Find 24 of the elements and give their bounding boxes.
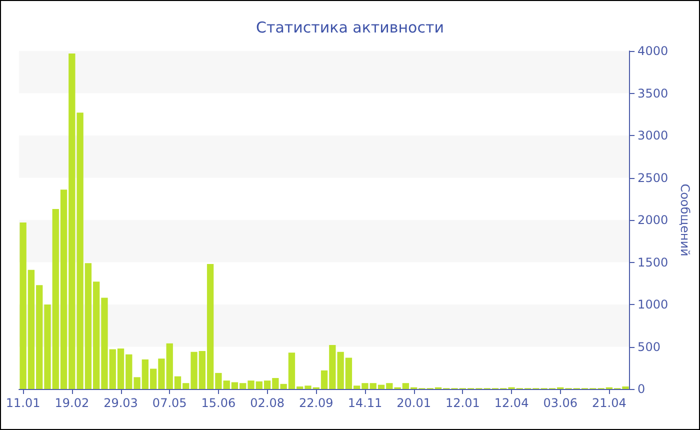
y-tick-label: 2000 <box>638 213 668 227</box>
x-tick-label: 03.06 <box>543 396 578 410</box>
x-tick-label: 22.09 <box>298 396 334 410</box>
y-tick-label: 3000 <box>638 128 668 142</box>
x-tick-label: 19.02 <box>54 396 90 410</box>
x-tick-label: 02.08 <box>250 396 284 410</box>
y-tick-label: 500 <box>638 340 660 354</box>
x-tick-label: 20.01 <box>396 396 432 410</box>
y-tick-label: 1500 <box>638 255 668 270</box>
x-tick-label: 15.06 <box>201 396 236 410</box>
y-tick-label: 1000 <box>638 298 668 312</box>
x-tick-label: 14.11 <box>348 396 382 410</box>
y-tick-label: 0 <box>638 382 646 396</box>
y-axis-title: Сообщений <box>678 184 692 256</box>
x-tick-label: 12.04 <box>494 396 529 410</box>
y-tick-label: 4000 <box>638 44 668 58</box>
x-tick-label: 12.01 <box>445 396 480 410</box>
x-tick-label: 07.05 <box>152 396 187 410</box>
x-tick-label: 21.04 <box>592 396 626 410</box>
y-tick-label: 3500 <box>638 86 668 100</box>
y-tick-label: 2500 <box>638 170 668 185</box>
x-tick-label: 11.01 <box>6 396 40 410</box>
chart-title: Статистика активности <box>256 18 444 36</box>
x-tick-label: 29.03 <box>104 396 138 410</box>
